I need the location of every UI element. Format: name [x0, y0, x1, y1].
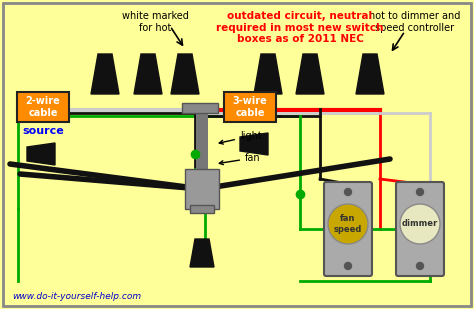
Circle shape	[400, 204, 440, 244]
Text: 3-wire
cable: 3-wire cable	[233, 96, 267, 118]
Text: outdated circuit, neutral
required in most new switch
boxes as of 2011 NEC: outdated circuit, neutral required in mo…	[216, 11, 383, 44]
Text: hot to dimmer and
speed controller: hot to dimmer and speed controller	[369, 11, 461, 33]
Text: light: light	[219, 131, 262, 144]
Polygon shape	[91, 54, 119, 94]
Bar	[182, 103, 218, 113]
Bar	[196, 113, 208, 169]
Bar	[185, 169, 219, 209]
FancyBboxPatch shape	[324, 182, 372, 276]
Polygon shape	[254, 54, 282, 94]
Circle shape	[417, 188, 423, 196]
Text: fan
speed: fan speed	[334, 214, 362, 234]
Text: dimmer: dimmer	[402, 219, 438, 228]
Circle shape	[345, 188, 352, 196]
FancyBboxPatch shape	[224, 92, 276, 122]
Text: source: source	[22, 126, 64, 136]
Bar	[190, 205, 214, 213]
Text: www.do-it-yourself-help.com: www.do-it-yourself-help.com	[12, 292, 141, 301]
FancyBboxPatch shape	[17, 92, 69, 122]
Polygon shape	[134, 54, 162, 94]
Text: fan: fan	[219, 153, 261, 165]
Polygon shape	[27, 143, 55, 165]
Circle shape	[328, 204, 368, 244]
Polygon shape	[190, 239, 214, 267]
Circle shape	[417, 263, 423, 269]
Circle shape	[345, 263, 352, 269]
Text: 2-wire
cable: 2-wire cable	[26, 96, 60, 118]
Text: white marked
for hot: white marked for hot	[121, 11, 189, 33]
Polygon shape	[171, 54, 199, 94]
FancyBboxPatch shape	[396, 182, 444, 276]
Polygon shape	[240, 133, 268, 155]
Polygon shape	[356, 54, 384, 94]
Polygon shape	[193, 241, 211, 259]
Polygon shape	[296, 54, 324, 94]
